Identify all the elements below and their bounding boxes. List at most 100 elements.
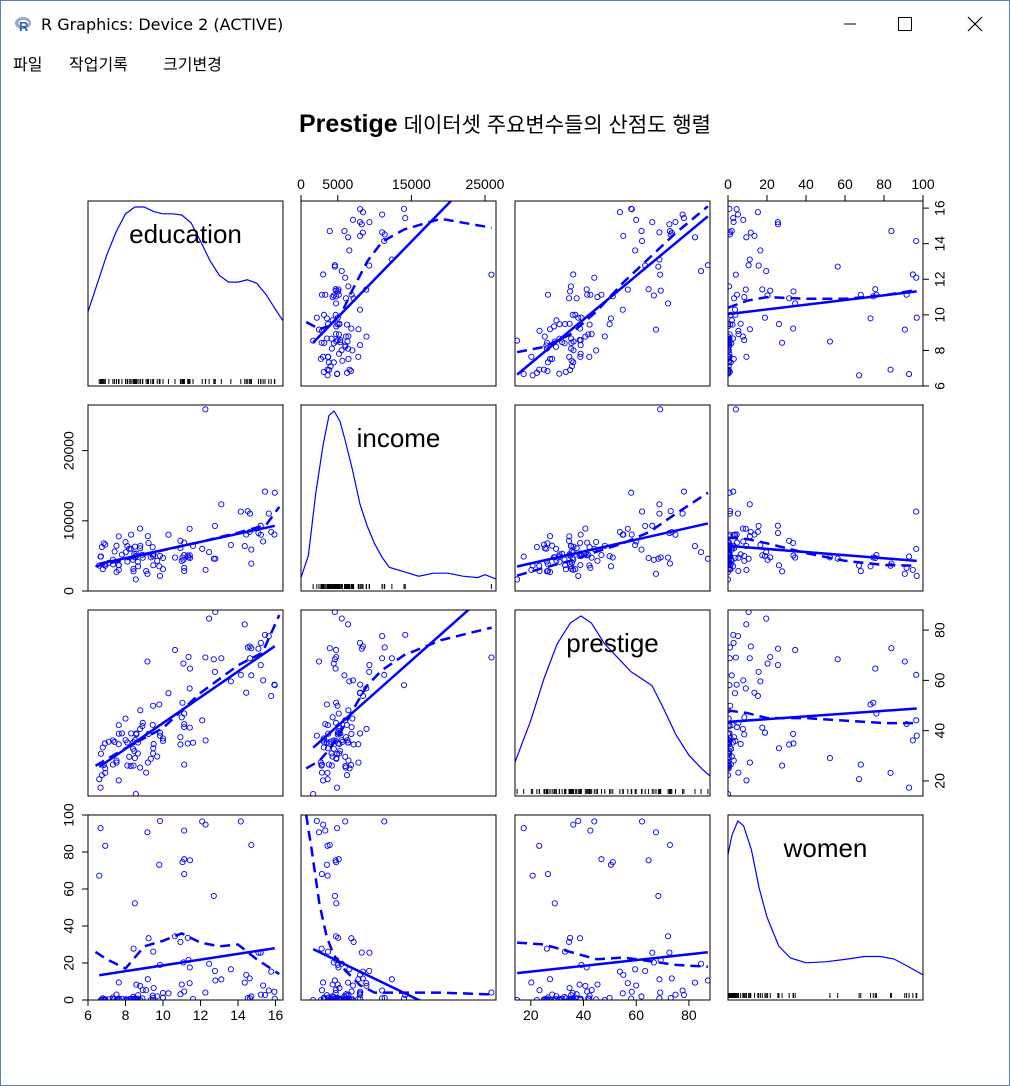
data-point [323,335,330,342]
data-point [325,359,332,366]
data-point [122,737,129,744]
data-point [691,543,699,550]
data-point [318,291,325,298]
data-point [178,714,185,721]
data-point [567,283,574,290]
data-point [790,740,797,747]
panel-content [728,406,920,583]
maximize-button[interactable] [882,1,928,47]
data-point [355,976,362,983]
right-axis-prestige: 20 40 60 80 [923,622,948,789]
data-point [210,656,217,663]
data-point [248,672,255,679]
data-point [834,656,841,663]
data-point [763,268,770,275]
data-point [150,996,157,1000]
data-point [320,979,327,986]
data-point [746,256,753,263]
data-point [906,371,913,378]
data-point [102,842,109,849]
data-point [381,818,388,825]
data-point [338,615,345,622]
data-point [246,975,253,982]
data-point [241,543,248,550]
data-point [763,615,770,622]
data-point [271,988,278,995]
menu-resize[interactable]: 크기변경 [163,55,222,74]
data-point [227,541,234,548]
tick-label: 80 [932,622,948,638]
data-point [764,660,771,667]
data-point [792,646,799,654]
data-point [546,996,554,1000]
data-point [335,710,342,717]
minimize-button[interactable] [827,1,873,47]
data-point [324,769,331,776]
tick-label: 40 [576,1007,592,1023]
data-point [888,228,895,235]
close-button[interactable] [952,1,998,47]
data-point [147,996,154,1000]
plot-title: Prestige 데이터셋 주요변수들의 산점도 행렬 [299,110,711,138]
density-curve-education [88,206,283,322]
data-point [260,982,267,989]
data-point [857,568,864,575]
data-point [310,996,317,1000]
data-point [546,533,554,540]
data-point [913,545,920,552]
data-point [759,552,766,559]
tick-label: 20 [61,955,77,971]
data-point [536,987,543,994]
data-point [271,681,278,688]
tick-label: 80 [876,176,892,192]
data-point [652,326,660,333]
data-point [139,995,146,1000]
data-point [206,960,213,967]
data-point [568,563,575,570]
data-point [315,829,323,836]
data-point [570,347,577,354]
data-point [154,753,161,760]
data-point [624,980,631,987]
data-point [735,769,742,776]
data-point [346,247,353,254]
data-point [139,723,146,730]
data-point [341,672,348,679]
tick-label: 20 [523,1007,539,1023]
title-bar[interactable]: R R Graphics: Device 2 (ACTIVE) [1,1,1009,47]
data-point [913,732,920,739]
data-point [645,554,652,562]
data-point [529,872,536,879]
data-point [181,724,188,731]
data-point [533,996,540,1000]
panel-content [515,205,710,379]
data-point [332,665,339,672]
data-point [913,314,920,321]
data-point [746,655,753,662]
data-point [379,987,386,994]
tick-label: 0 [724,176,732,192]
data-point [704,555,710,562]
data-point [345,355,352,363]
data-point [342,753,349,760]
regression-line [728,290,917,316]
panel-content [728,610,920,796]
data-point [115,996,122,1000]
menu-history[interactable]: 작업기록 [69,55,128,74]
data-point [488,989,495,996]
data-point [568,335,575,342]
data-point [180,660,187,667]
data-point [133,981,140,988]
panel-frame [727,814,924,1001]
data-point [132,576,139,583]
menu-file[interactable]: 파일 [13,55,43,74]
data-point [335,331,342,338]
data-point [906,553,913,560]
data-point [742,525,749,532]
data-point [906,784,913,791]
data-point [246,655,254,662]
data-point [326,366,333,374]
data-point [379,655,386,662]
data-point [260,538,267,545]
data-point [867,701,874,708]
